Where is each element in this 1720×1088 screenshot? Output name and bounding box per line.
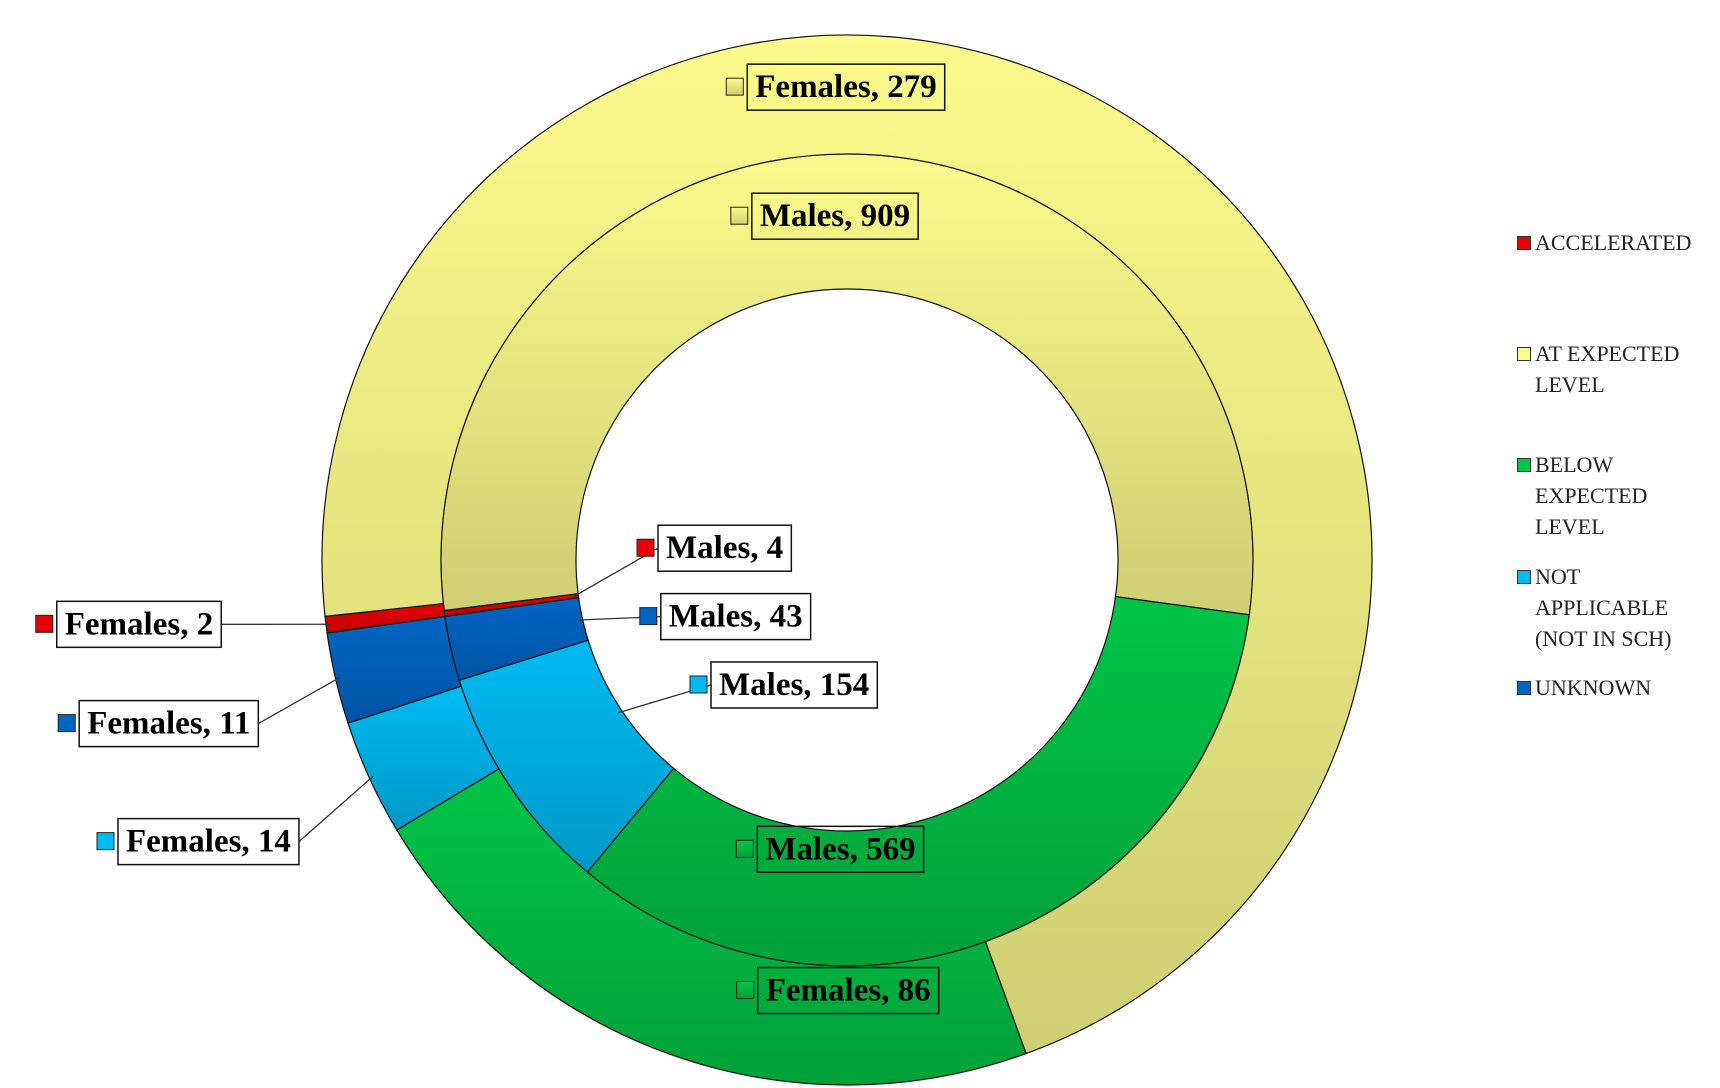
legend-item: UNKNOWN (1517, 672, 1712, 703)
leader-line (258, 677, 340, 725)
legend-swatch (1517, 236, 1531, 250)
label-box (657, 524, 793, 572)
leader-line (298, 775, 374, 843)
legend-label: AT EXPECTED LEVEL (1535, 341, 1680, 397)
label-box (756, 825, 925, 874)
legend-swatch (1517, 347, 1531, 361)
label-marker (735, 839, 754, 858)
label-box (710, 661, 879, 709)
label-box (78, 699, 260, 748)
data-label: Males, 569 (735, 825, 925, 874)
label-marker (639, 607, 658, 626)
data-label: Females, 11 (57, 699, 260, 748)
slice (326, 615, 462, 724)
label-marker (730, 206, 749, 225)
legend-swatch (1517, 681, 1531, 695)
legend-swatch (1517, 570, 1531, 584)
data-label-text: Males, 43 (669, 599, 803, 635)
slice (395, 768, 1027, 1086)
label-marker (736, 981, 755, 1000)
label-box (751, 192, 919, 240)
data-label-text: Males, 909 (760, 198, 910, 234)
slice (321, 34, 1373, 1055)
legend-item: AT EXPECTED LEVEL (1517, 338, 1712, 400)
data-label: Males, 43 (639, 592, 812, 641)
legend-label: UNKNOWN (1535, 675, 1652, 700)
legend-label: BELOW EXPECTED LEVEL (1535, 452, 1648, 539)
label-marker (725, 77, 744, 96)
legend-label: ACCELERATED (1535, 230, 1692, 255)
label-box (56, 600, 222, 649)
label-marker (689, 675, 708, 694)
data-label: Females, 14 (96, 817, 300, 866)
data-label: Females, 86 (736, 966, 940, 1015)
data-label: Males, 154 (689, 661, 879, 709)
label-box (660, 592, 812, 641)
legend-item: ACCELERATED (1517, 227, 1712, 258)
label-marker (636, 538, 655, 557)
label-marker (57, 714, 76, 733)
data-label-text: Females, 2 (65, 606, 213, 642)
data-label: Males, 909 (730, 192, 919, 240)
data-label-text: Males, 569 (765, 831, 915, 867)
data-label-text: Males, 4 (666, 530, 783, 566)
label-marker (35, 614, 54, 633)
legend-item: BELOW EXPECTED LEVEL (1517, 449, 1712, 542)
data-label: Females, 279 (725, 63, 946, 111)
data-label: Females, 2 (35, 600, 222, 649)
legend-swatch (1517, 458, 1531, 472)
data-label-text: Females, 86 (766, 973, 931, 1009)
legend-item: NOT APPLICABLE (NOT IN SCH) (1517, 561, 1712, 654)
label-marker (96, 832, 115, 851)
label-box (746, 63, 946, 111)
label-box (117, 817, 300, 866)
legend-label: NOT APPLICABLE (NOT IN SCH) (1535, 564, 1672, 651)
data-label-text: Males, 154 (719, 667, 869, 703)
data-label: Males, 4 (636, 524, 793, 572)
data-label-text: Females, 14 (126, 824, 291, 860)
label-box (756, 966, 940, 1015)
data-label-text: Females, 11 (87, 706, 250, 742)
data-label-text: Females, 279 (755, 69, 936, 105)
